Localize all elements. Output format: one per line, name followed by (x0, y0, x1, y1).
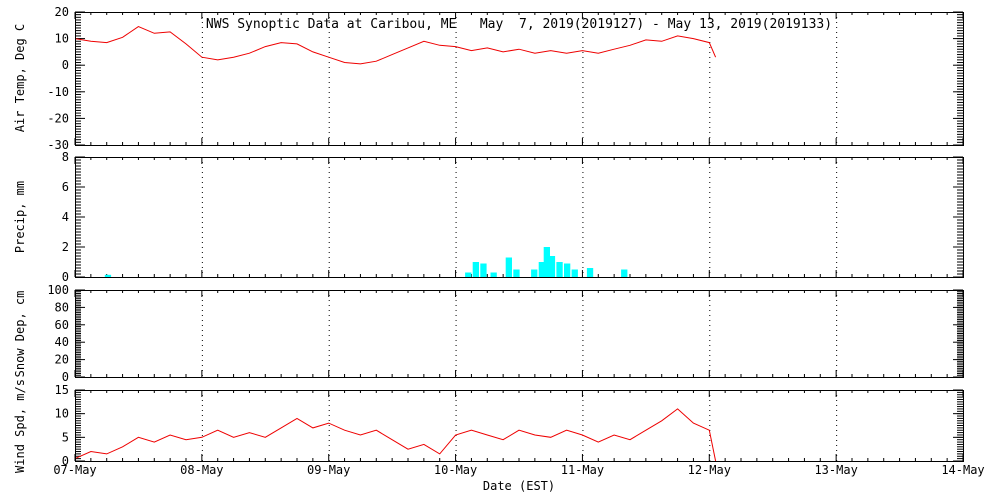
y-tick-label: -20 (47, 111, 69, 125)
y-tick-label: 60 (55, 318, 69, 332)
panel-air-temp: -30 -20 -10 0 10 20 (47, 5, 964, 152)
y-tick-label: 2 (62, 240, 69, 254)
x-tick-label: 13-May (814, 463, 857, 477)
y-tick-label: -30 (47, 138, 69, 152)
panel-border (75, 12, 964, 146)
precip-bar (465, 272, 472, 277)
precip-bar (571, 269, 578, 277)
precip-bar (543, 247, 550, 277)
precip-bar (556, 262, 563, 277)
panel-border (75, 290, 964, 378)
precip-bar (621, 269, 628, 277)
chart-title: NWS Synoptic Data at Caribou, ME May 7, … (205, 17, 833, 32)
precip-bar (490, 272, 497, 277)
panel-precip: 0 2 4 6 8 (62, 150, 964, 284)
precip-bar (472, 262, 479, 277)
y-tick-label: 8 (62, 150, 69, 164)
precip-bar (538, 262, 545, 277)
precip-bar (513, 269, 520, 277)
precip-bar (480, 263, 487, 277)
x-tick-label: 14-May (941, 463, 984, 477)
y-tick-label: 5 (62, 430, 69, 444)
panel-border (75, 157, 964, 278)
y-tick-label: 15 (55, 383, 69, 397)
panel-wind-speed: 0 5 10 15 (55, 383, 964, 468)
panel-snow-depth: 0 20 40 60 80 100 (47, 283, 964, 384)
panel-border (75, 390, 964, 462)
precip-bar (586, 268, 594, 277)
x-tick-label: 10-May (434, 463, 477, 477)
x-tick-label: 11-May (561, 463, 604, 477)
x-tick-label: 09-May (307, 463, 350, 477)
y-tick-label: 10 (55, 32, 69, 46)
y-tick-label: 0 (62, 58, 69, 72)
x-axis-label: Date (EST) (482, 479, 556, 493)
precip-bar (104, 274, 112, 278)
y-tick-label: -10 (47, 85, 69, 99)
y-tick-label: 20 (55, 5, 69, 19)
air-temp-series (74, 26, 717, 65)
y-tick-label: 0 (62, 370, 69, 384)
y-tick-label: 0 (62, 270, 69, 284)
y-tick-label: 20 (55, 353, 69, 367)
y-tick-label: 40 (55, 335, 69, 349)
precip-bar (548, 256, 556, 277)
precip-bar (531, 269, 538, 277)
precip-bar (505, 257, 512, 277)
y-tick-label: 0 (62, 454, 69, 468)
x-tick-label: 12-May (688, 463, 731, 477)
x-tick-label: 08-May (180, 463, 223, 477)
y-tick-label: 80 (55, 300, 69, 314)
y-tick-label: 6 (62, 180, 69, 194)
y-tick-label: 4 (62, 210, 69, 224)
x-tick-label: 07-May (53, 463, 96, 477)
precip-bar (564, 263, 571, 277)
wind-speed-series (74, 408, 717, 462)
y-tick-label: 100 (47, 283, 69, 297)
y-tick-label: 10 (55, 407, 69, 421)
